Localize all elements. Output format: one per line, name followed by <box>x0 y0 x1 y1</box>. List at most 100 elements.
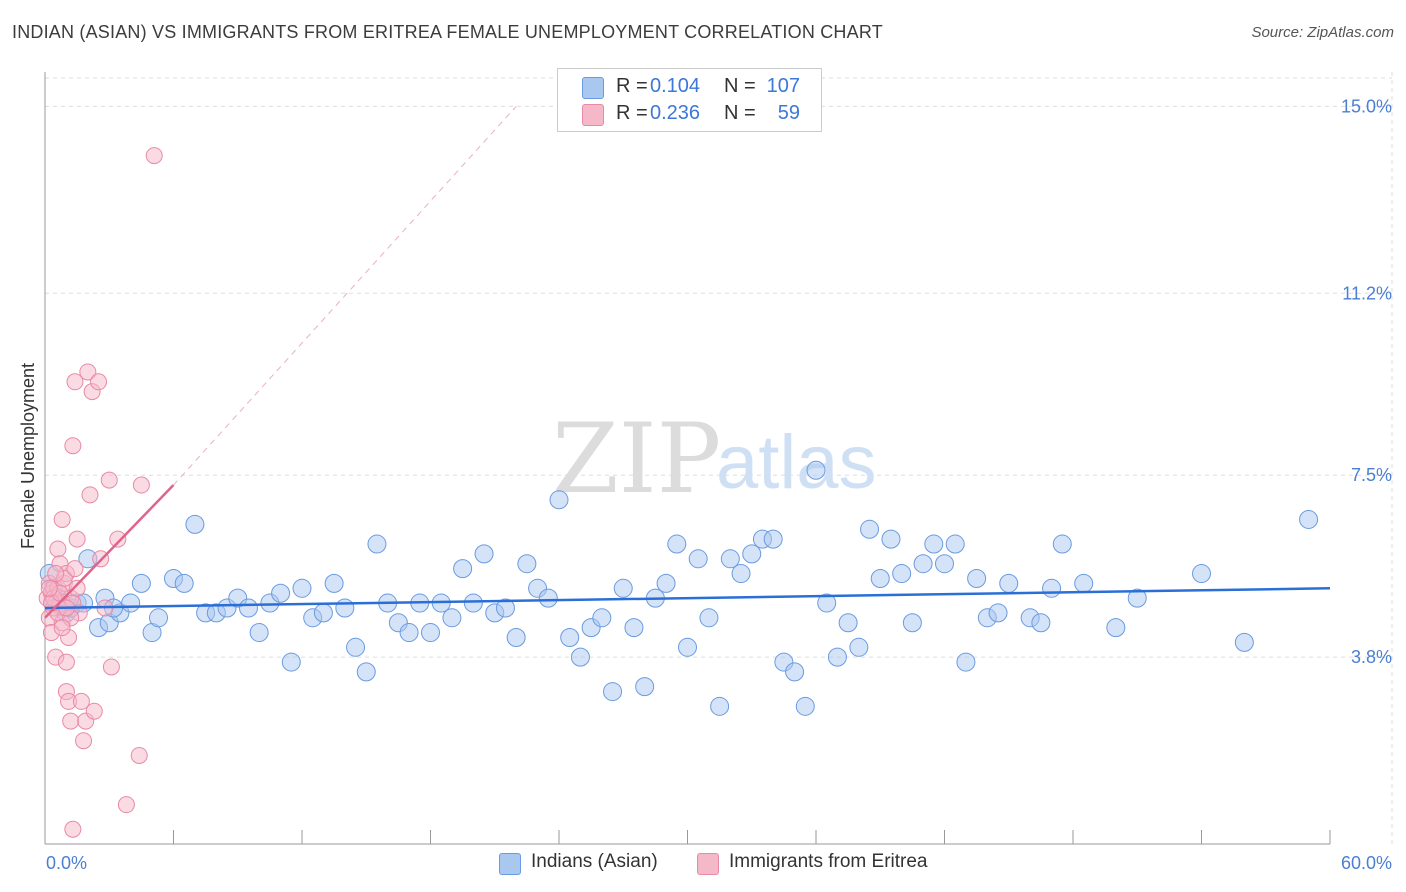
data-point-eritrea <box>102 658 120 676</box>
data-point-indians <box>238 598 258 618</box>
data-point-indians <box>913 554 933 574</box>
data-point-indians <box>1299 509 1319 529</box>
data-point-eritrea <box>49 540 67 558</box>
data-point-indians <box>785 662 805 682</box>
data-point-eritrea <box>68 530 86 548</box>
data-point-eritrea <box>53 619 71 637</box>
data-point-eritrea <box>75 732 93 750</box>
data-point-indians <box>1234 632 1254 652</box>
data-point-eritrea <box>66 560 84 578</box>
data-point-indians <box>678 637 697 657</box>
legend-n-value: 59 <box>777 102 800 124</box>
data-point-indians <box>538 588 558 608</box>
data-point-indians <box>592 608 612 628</box>
data-point-indians <box>463 593 483 613</box>
legend-label-eritrea: Immigrants from Eritrea <box>729 851 928 872</box>
legend-swatch-indians <box>582 77 604 99</box>
data-point-indians <box>367 534 387 554</box>
data-point-indians <box>249 623 269 643</box>
x-tick-label: 60.0% <box>1341 853 1392 873</box>
data-point-eritrea <box>85 702 103 720</box>
data-point-indians <box>688 549 708 569</box>
data-point-indians <box>870 568 890 588</box>
data-point-indians <box>635 677 655 697</box>
data-point-eritrea <box>100 471 118 489</box>
data-point-indians <box>892 564 912 584</box>
data-point-eritrea <box>68 579 86 597</box>
data-point-indians <box>174 573 194 593</box>
series-eritrea-points <box>38 147 163 838</box>
data-point-eritrea <box>64 820 82 838</box>
data-point-eritrea <box>81 486 99 504</box>
watermark: ZIP atlas <box>552 403 877 515</box>
data-point-indians <box>271 583 291 603</box>
data-point-indians <box>570 647 590 667</box>
data-point-indians <box>720 549 740 569</box>
data-point-indians <box>924 534 944 554</box>
data-point-indians <box>967 568 987 588</box>
data-point-indians <box>806 460 826 480</box>
data-point-indians <box>795 696 815 716</box>
data-point-indians <box>945 534 965 554</box>
data-point-indians <box>335 598 355 618</box>
data-point-indians <box>292 578 312 598</box>
data-point-indians <box>121 593 141 613</box>
data-point-eritrea <box>79 363 97 381</box>
legend-swatch-eritrea <box>582 104 604 126</box>
data-point-indians <box>399 623 419 643</box>
data-point-indians <box>324 573 344 593</box>
data-point-indians <box>956 652 976 672</box>
legend-r-value: 0.104 <box>650 75 701 97</box>
data-point-indians <box>1192 564 1211 584</box>
data-point-indians <box>902 613 922 633</box>
data-point-indians <box>699 608 719 628</box>
legend-r-label: R = <box>616 75 648 97</box>
trend-lines <box>44 106 1331 619</box>
data-point-indians <box>603 682 623 702</box>
data-point-eritrea <box>40 579 58 597</box>
data-point-indians <box>827 647 847 667</box>
legend-swatch-indians <box>499 853 521 875</box>
legend-label-indians: Indians (Asian) <box>531 851 658 872</box>
data-point-indians <box>613 578 633 598</box>
data-point-indians <box>1074 573 1094 593</box>
data-point-eritrea <box>57 653 75 671</box>
data-point-eritrea <box>132 476 150 494</box>
x-tick-labels: 0.0% 60.0% <box>46 853 1392 873</box>
data-point-indians <box>281 652 301 672</box>
y-tick-label: 15.0% <box>1341 96 1392 116</box>
data-point-indians <box>517 554 537 574</box>
y-axis-title: Female Unemployment <box>18 363 38 549</box>
data-point-indians <box>817 593 837 613</box>
legend-r-label: R = <box>616 102 648 124</box>
grid-lines <box>45 72 1393 844</box>
data-point-eritrea <box>90 373 108 391</box>
legend-r-value: 0.236 <box>650 102 701 124</box>
watermark-zip: ZIP <box>552 403 721 515</box>
source-label: Source: ZipAtlas.com <box>1251 24 1394 41</box>
data-point-indians <box>935 554 954 574</box>
data-point-eritrea <box>130 746 148 764</box>
data-point-eritrea <box>72 692 90 710</box>
data-point-indians <box>849 637 869 657</box>
data-point-indians <box>742 544 762 564</box>
data-point-indians <box>988 603 1008 623</box>
trend-line-indians <box>44 587 1331 610</box>
data-point-eritrea <box>66 373 84 391</box>
data-point-indians <box>149 608 169 628</box>
data-point-indians <box>474 544 494 564</box>
data-point-indians <box>346 637 366 657</box>
data-point-eritrea <box>47 565 65 583</box>
watermark-atlas: atlas <box>716 420 877 505</box>
data-point-indians <box>1127 588 1147 608</box>
data-point-indians <box>763 529 783 549</box>
data-point-indians <box>356 662 376 682</box>
data-point-indians <box>495 598 515 618</box>
data-point-eritrea <box>64 437 82 455</box>
legend-swatch-eritrea <box>697 853 719 875</box>
data-point-indians <box>506 627 526 647</box>
data-point-indians <box>860 519 880 539</box>
data-point-eritrea <box>62 712 80 730</box>
data-point-eritrea <box>109 530 127 548</box>
